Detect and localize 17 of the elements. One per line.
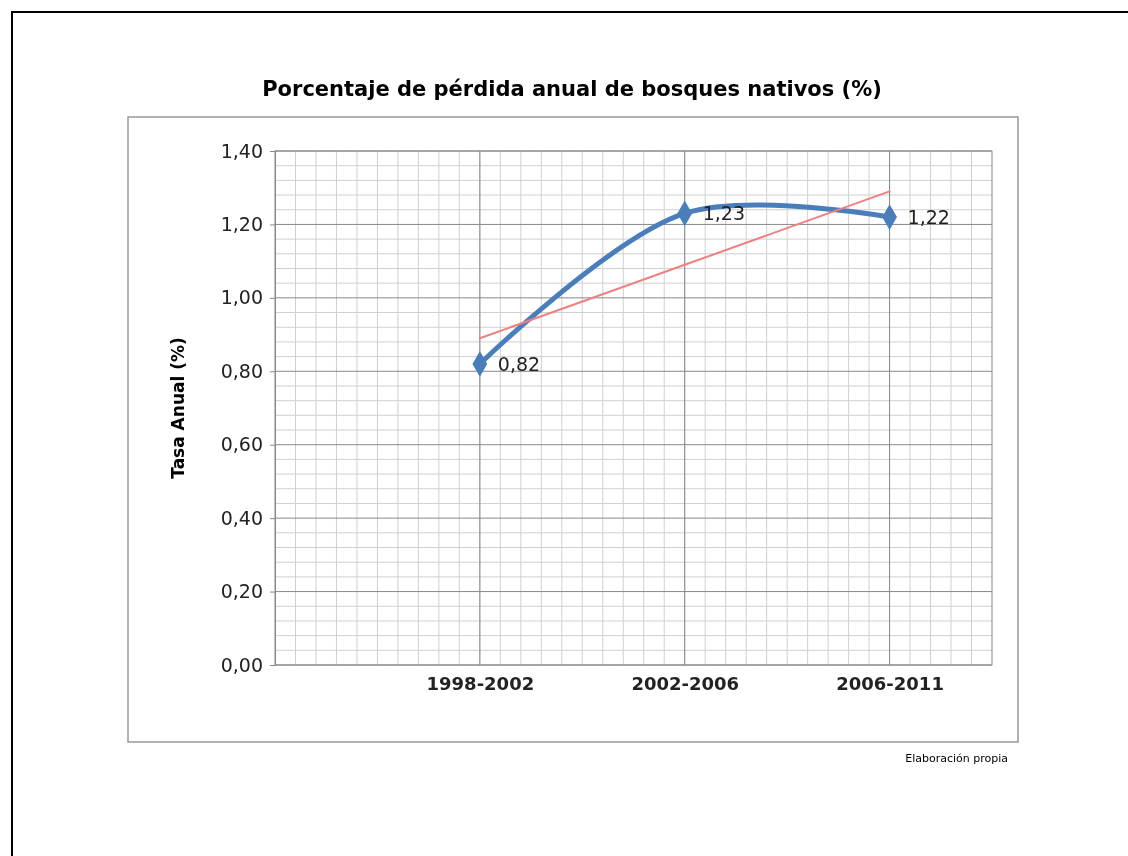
y-tick-label: 0,80 [220,359,263,382]
x-tick-label: 2002-2006 [631,673,740,694]
y-tick-label: 1,40 [220,139,263,162]
chart-title: Porcentaje de pérdida anual de bosques nativos (%) [262,77,882,101]
text: Elaboración propia [905,752,1008,765]
x-tick-label: 1998-2002 [426,673,535,694]
y-tick-label: 0,00 [220,653,263,676]
y-axis-title: Tasa Anual (%) [168,337,188,479]
y-tick-label: 1,00 [220,286,263,309]
data-label: 1,23 [702,202,746,225]
x-tick-label: 2006-2011 [836,673,944,694]
data-label: 1,22 [907,206,950,229]
data-label: 0,82 [497,352,541,375]
y-tick-label: 0,20 [220,580,263,603]
y-tick-label: 0,40 [220,506,263,529]
y-tick-label: 0,60 [220,433,263,456]
y-tick-label: 1,20 [220,213,263,236]
